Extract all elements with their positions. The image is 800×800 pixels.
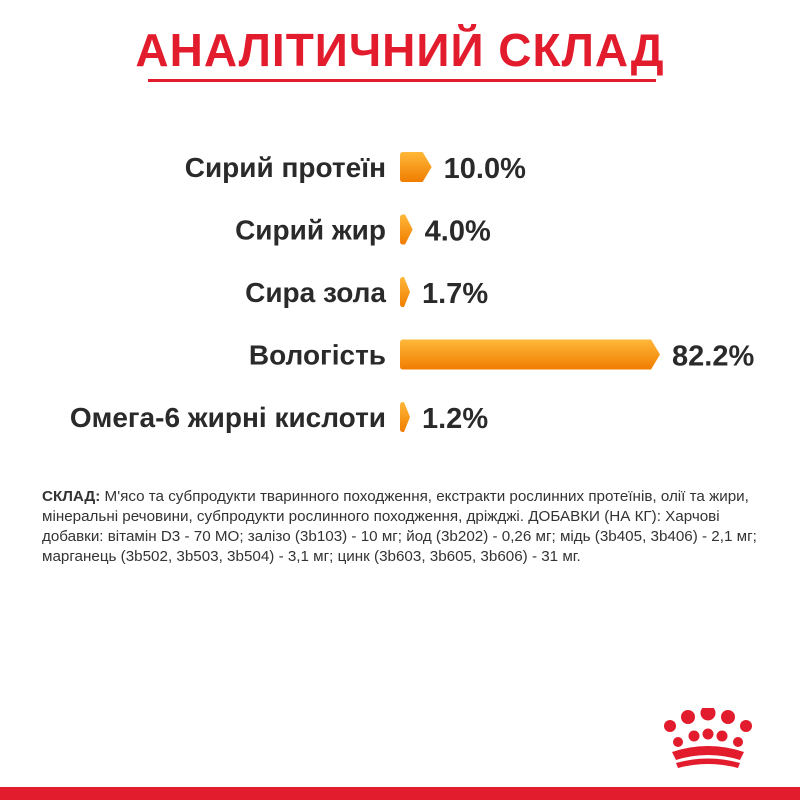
category-label: Омега-6 жирні кислоти — [70, 402, 386, 433]
value-label: 4.0% — [425, 216, 491, 248]
value-label: 1.2% — [422, 403, 488, 435]
bottom-brand-bar — [0, 787, 800, 800]
bar — [400, 214, 413, 245]
composition-text: СКЛАД: М'ясо та субпродукти тваринного п… — [42, 487, 764, 567]
composition-label: СКЛАД: — [42, 488, 101, 505]
category-label: Сирий протеїн — [185, 152, 386, 183]
bar — [400, 277, 410, 307]
crown-icon — [664, 708, 752, 768]
category-label: Сира зола — [245, 277, 386, 308]
category-label: Вологість — [249, 340, 386, 371]
category-label: Сирий жир — [235, 215, 386, 246]
value-label: 10.0% — [444, 153, 526, 185]
bar — [400, 152, 432, 182]
page-title: АНАЛІТИЧНИЙ СКЛАД — [135, 24, 665, 76]
composition-body: М'ясо та субпродукти тваринного походжен… — [42, 488, 757, 565]
value-label: 82.2% — [672, 341, 754, 373]
value-label: 1.7% — [422, 278, 488, 310]
bar — [400, 339, 660, 370]
bar — [400, 402, 410, 432]
nutrition-bar-chart: Сирий протеїн 10.0% Сирий жир 4.0% Сира зола… — [70, 152, 754, 435]
title-underline — [148, 79, 656, 82]
